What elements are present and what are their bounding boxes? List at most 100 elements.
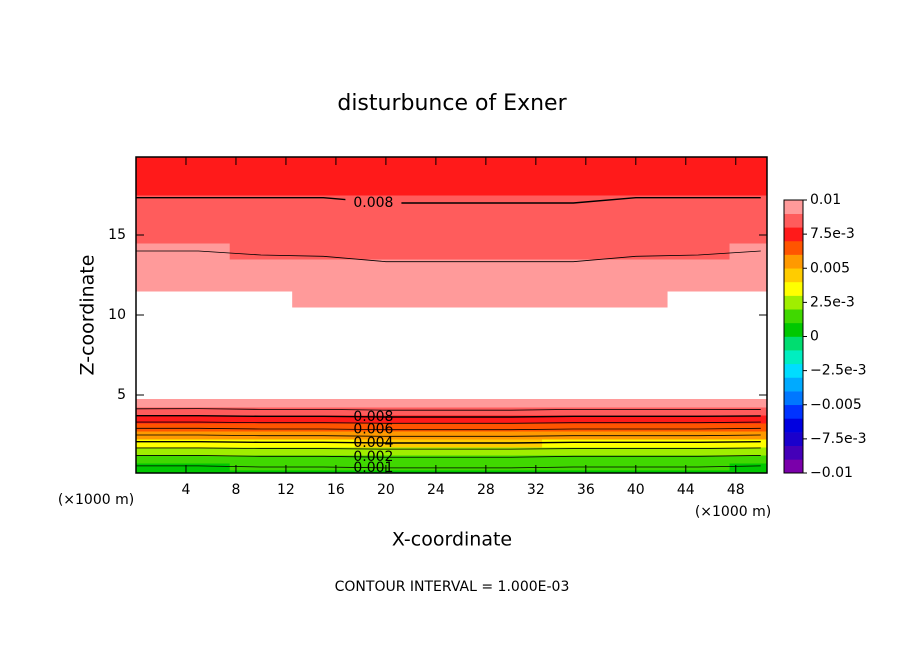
field-cell xyxy=(292,447,356,456)
field-cell xyxy=(604,447,668,456)
field-cell xyxy=(417,291,481,308)
field-cell xyxy=(354,431,418,440)
field-cell xyxy=(604,179,668,196)
field-cell xyxy=(729,407,768,416)
field-cell xyxy=(542,447,606,456)
field-cell xyxy=(167,179,231,196)
field-cell xyxy=(542,415,606,424)
colorbar-swatch xyxy=(784,213,803,228)
field-cell xyxy=(229,455,293,464)
field-cell xyxy=(417,455,481,464)
contour-line xyxy=(136,196,761,204)
colorbar-swatch xyxy=(784,200,803,214)
field-cell xyxy=(729,164,768,180)
field-cell xyxy=(479,164,543,180)
field-cell xyxy=(667,275,731,292)
label-gap xyxy=(345,196,402,210)
contour-label: 0.002 xyxy=(353,449,393,465)
field-cell xyxy=(292,157,356,165)
field-cell xyxy=(167,470,231,474)
field-cell xyxy=(136,275,168,292)
contour-line xyxy=(135,408,761,411)
field-cell xyxy=(667,415,731,424)
colorbar-swatch xyxy=(784,268,803,283)
colorbar-swatch xyxy=(784,445,803,460)
field-cell xyxy=(479,157,543,165)
field-cell xyxy=(729,227,768,244)
colorbar-tick-label: 7.5e-3 xyxy=(810,226,855,242)
field-cell xyxy=(417,227,481,244)
field-cell xyxy=(729,179,768,196)
field-cell xyxy=(354,423,418,432)
field-cell xyxy=(604,415,668,424)
field-cell xyxy=(229,439,293,448)
field-cell xyxy=(417,164,481,180)
x-tick-label: 16 xyxy=(327,482,345,498)
colorbar-tick-label: 0.005 xyxy=(810,260,850,276)
field-cell xyxy=(167,399,231,408)
colorbar-swatch xyxy=(784,432,803,446)
field-cell xyxy=(604,431,668,440)
field-cell xyxy=(136,455,168,464)
field-cell xyxy=(167,463,231,471)
field-cell xyxy=(729,470,768,474)
contour-line xyxy=(136,427,761,431)
field-cell xyxy=(354,407,418,416)
field-cell xyxy=(729,211,768,228)
field-cell xyxy=(167,455,231,464)
field-cell xyxy=(229,157,293,165)
x-tick-label: 32 xyxy=(527,482,545,498)
y-tick-label: 5 xyxy=(117,387,126,403)
contour-label: 0.006 xyxy=(353,422,393,438)
field-cell xyxy=(604,259,668,276)
colorbar-tick-label: −7.5e-3 xyxy=(810,431,867,447)
field-cell xyxy=(604,407,668,416)
field-cell xyxy=(292,275,356,292)
field-cell xyxy=(542,431,606,440)
colorbar-swatch xyxy=(784,309,803,324)
field-cell xyxy=(229,211,293,228)
field-cell xyxy=(667,243,731,260)
axes: 4 8 12 16 20 24 28 32 36 40 44 48510150.017.5e-30.0… xyxy=(108,156,867,498)
field-cell xyxy=(479,455,543,464)
contour-line xyxy=(136,414,761,418)
field-cell xyxy=(354,227,418,244)
field-cell xyxy=(479,275,543,292)
field-cell xyxy=(417,157,481,165)
field-cell xyxy=(292,431,356,440)
field-cell xyxy=(604,291,668,308)
field-cell xyxy=(354,275,418,292)
field-cell xyxy=(136,179,168,196)
field-cell xyxy=(354,164,418,180)
field-cell xyxy=(136,423,168,432)
colorbar-swatch xyxy=(784,254,803,269)
field-cell xyxy=(479,179,543,196)
x-unit-left: (×1000 m) xyxy=(58,492,134,508)
field-cell xyxy=(479,407,543,416)
field-cell xyxy=(136,415,168,424)
field-cell xyxy=(167,423,231,432)
field-cell xyxy=(354,243,418,260)
field-cell xyxy=(667,439,731,448)
field-cell xyxy=(136,439,168,448)
field-cell xyxy=(479,423,543,432)
colorbar-swatch xyxy=(784,322,803,337)
field-cell xyxy=(479,447,543,456)
contour-line xyxy=(136,434,761,437)
footer: CONTOUR INTERVAL = 1.000E-03 xyxy=(335,579,570,595)
field-cell xyxy=(604,164,668,180)
field-cell xyxy=(417,447,481,456)
field-cell xyxy=(417,463,481,471)
x-tick-label: 24 xyxy=(427,482,445,498)
field-cell xyxy=(167,259,231,276)
field-cell xyxy=(542,455,606,464)
field-cell xyxy=(729,447,768,456)
colorbar-swatch xyxy=(784,281,803,296)
field-cell xyxy=(167,407,231,416)
y-tick-label: 15 xyxy=(108,227,126,243)
field-cell xyxy=(417,423,481,432)
field-cell xyxy=(667,179,731,196)
field-cell xyxy=(292,415,356,424)
field-cell xyxy=(479,463,543,471)
